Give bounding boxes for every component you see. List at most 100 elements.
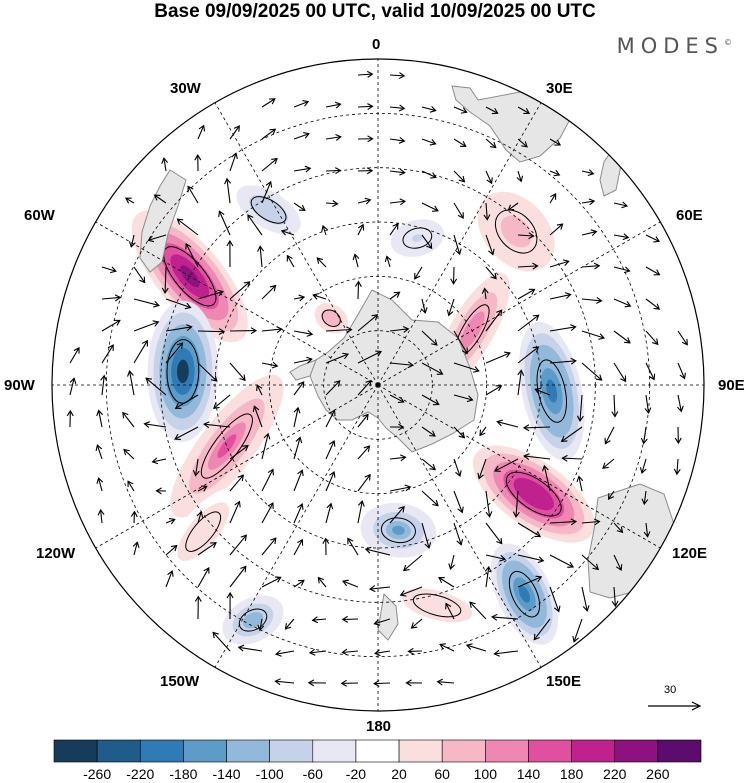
meridian-line xyxy=(95,221,379,386)
wind-arrow xyxy=(354,280,362,300)
wind-arrow xyxy=(229,445,249,460)
wind-arrow xyxy=(533,618,551,641)
wind-arrow xyxy=(453,330,468,355)
south-pole-dot xyxy=(375,382,381,388)
meridian-line xyxy=(214,384,379,668)
wind-arrow xyxy=(611,586,619,608)
wind-arrow xyxy=(549,138,562,146)
africa xyxy=(451,85,575,163)
wind-arrow xyxy=(373,618,391,626)
wind-arrow xyxy=(197,542,217,556)
wind-arrow xyxy=(101,344,114,364)
wind-arrow xyxy=(224,177,231,204)
australia xyxy=(587,483,677,599)
colorbar xyxy=(53,739,702,763)
wind-arrow xyxy=(101,266,117,274)
wind-arrow xyxy=(229,281,251,300)
wind-arrow xyxy=(581,229,598,237)
wind-arrow xyxy=(347,537,359,556)
wind-arrow xyxy=(517,106,531,115)
wind-arrow xyxy=(307,679,327,687)
colorbar-swatch xyxy=(312,739,357,763)
lon-label-0: 0 xyxy=(372,36,381,53)
wind-arrow xyxy=(517,369,525,396)
wind-arrow xyxy=(261,502,274,524)
lon-label-150w: 150W xyxy=(160,673,200,690)
wind-arrow xyxy=(133,266,146,284)
wind-arrow xyxy=(613,330,631,344)
wind-arrow xyxy=(100,374,108,396)
colorbar-tick: 100 xyxy=(473,766,498,782)
wind-arrow xyxy=(581,554,600,571)
anomaly-contour xyxy=(185,511,222,552)
wind-arrow xyxy=(389,104,406,112)
wind-arrow xyxy=(293,330,314,337)
wind-arrow xyxy=(293,356,313,364)
wind-arrow xyxy=(477,458,487,480)
negative-anomaly xyxy=(518,585,531,603)
colorbar-tick: -140 xyxy=(212,766,241,782)
wind-arrow xyxy=(485,106,499,115)
wind-arrow xyxy=(357,223,365,236)
meridian-line xyxy=(377,221,661,386)
positive-anomaly xyxy=(196,524,210,540)
wind-arrow xyxy=(483,202,491,221)
wind-arrow xyxy=(127,480,135,492)
wind-arrow xyxy=(613,233,630,241)
wind-arrow xyxy=(517,575,543,588)
wind-arrow xyxy=(311,616,327,624)
wind-arrow xyxy=(517,346,540,364)
wind-arrow xyxy=(673,458,681,476)
negative-anomaly xyxy=(247,615,259,625)
wind-arrow xyxy=(485,554,507,562)
new-zealand xyxy=(377,592,399,641)
wind-arrow xyxy=(132,541,140,556)
wind-arrow xyxy=(549,169,561,177)
wind-arrow xyxy=(357,413,369,428)
anomaly-contour xyxy=(166,339,200,404)
wind-arrow xyxy=(517,554,545,564)
wind-arrow xyxy=(325,352,350,364)
wind-arrow xyxy=(491,613,519,621)
wind-arrow xyxy=(389,423,405,431)
wind-arrow xyxy=(69,377,77,396)
map-title: Base 09/09/2025 00 UTC, valid 10/09/2025… xyxy=(154,1,596,22)
wind-arrow xyxy=(357,379,372,396)
wind-arrow xyxy=(194,595,202,620)
wind-arrow xyxy=(453,138,467,148)
wind-arrow xyxy=(485,309,503,332)
wind-arrow xyxy=(581,586,590,612)
wind-arrow xyxy=(153,194,167,204)
wind-arrow xyxy=(325,470,336,492)
wind-arrow xyxy=(161,157,169,172)
wind-arrow xyxy=(446,298,455,317)
colorbar-swatch xyxy=(226,739,270,763)
colorbar-swatch xyxy=(139,739,184,763)
lon-label-60e: 60E xyxy=(676,207,703,224)
lon-label-120w: 120W xyxy=(36,545,76,562)
wind-arrow xyxy=(293,202,306,212)
wind-arrow xyxy=(218,210,231,236)
wind-arrow xyxy=(357,350,383,364)
wind-arrow xyxy=(436,678,455,686)
wind-arrow xyxy=(261,284,277,300)
wind-arrow xyxy=(389,168,406,176)
wind-arrow xyxy=(613,266,631,274)
wind-arrow xyxy=(481,287,489,300)
wind-arrow xyxy=(229,362,246,382)
wind-arrow xyxy=(192,458,200,477)
wind-arrow xyxy=(613,201,629,209)
wind-arrow xyxy=(197,485,208,492)
wind-arrow xyxy=(357,197,372,205)
wind-arrow xyxy=(96,409,104,428)
wind-arrow xyxy=(197,124,206,140)
anomaly-contour xyxy=(250,196,287,224)
wind-arrow xyxy=(561,454,583,462)
colorbar-swatch xyxy=(571,739,616,763)
negative-anomaly xyxy=(412,234,423,242)
colorbar-tick: 180 xyxy=(559,766,584,782)
wind-arrow xyxy=(645,298,661,310)
wind-arrow xyxy=(453,522,464,546)
wind-arrow xyxy=(340,679,359,687)
wind-arrow xyxy=(517,232,535,240)
